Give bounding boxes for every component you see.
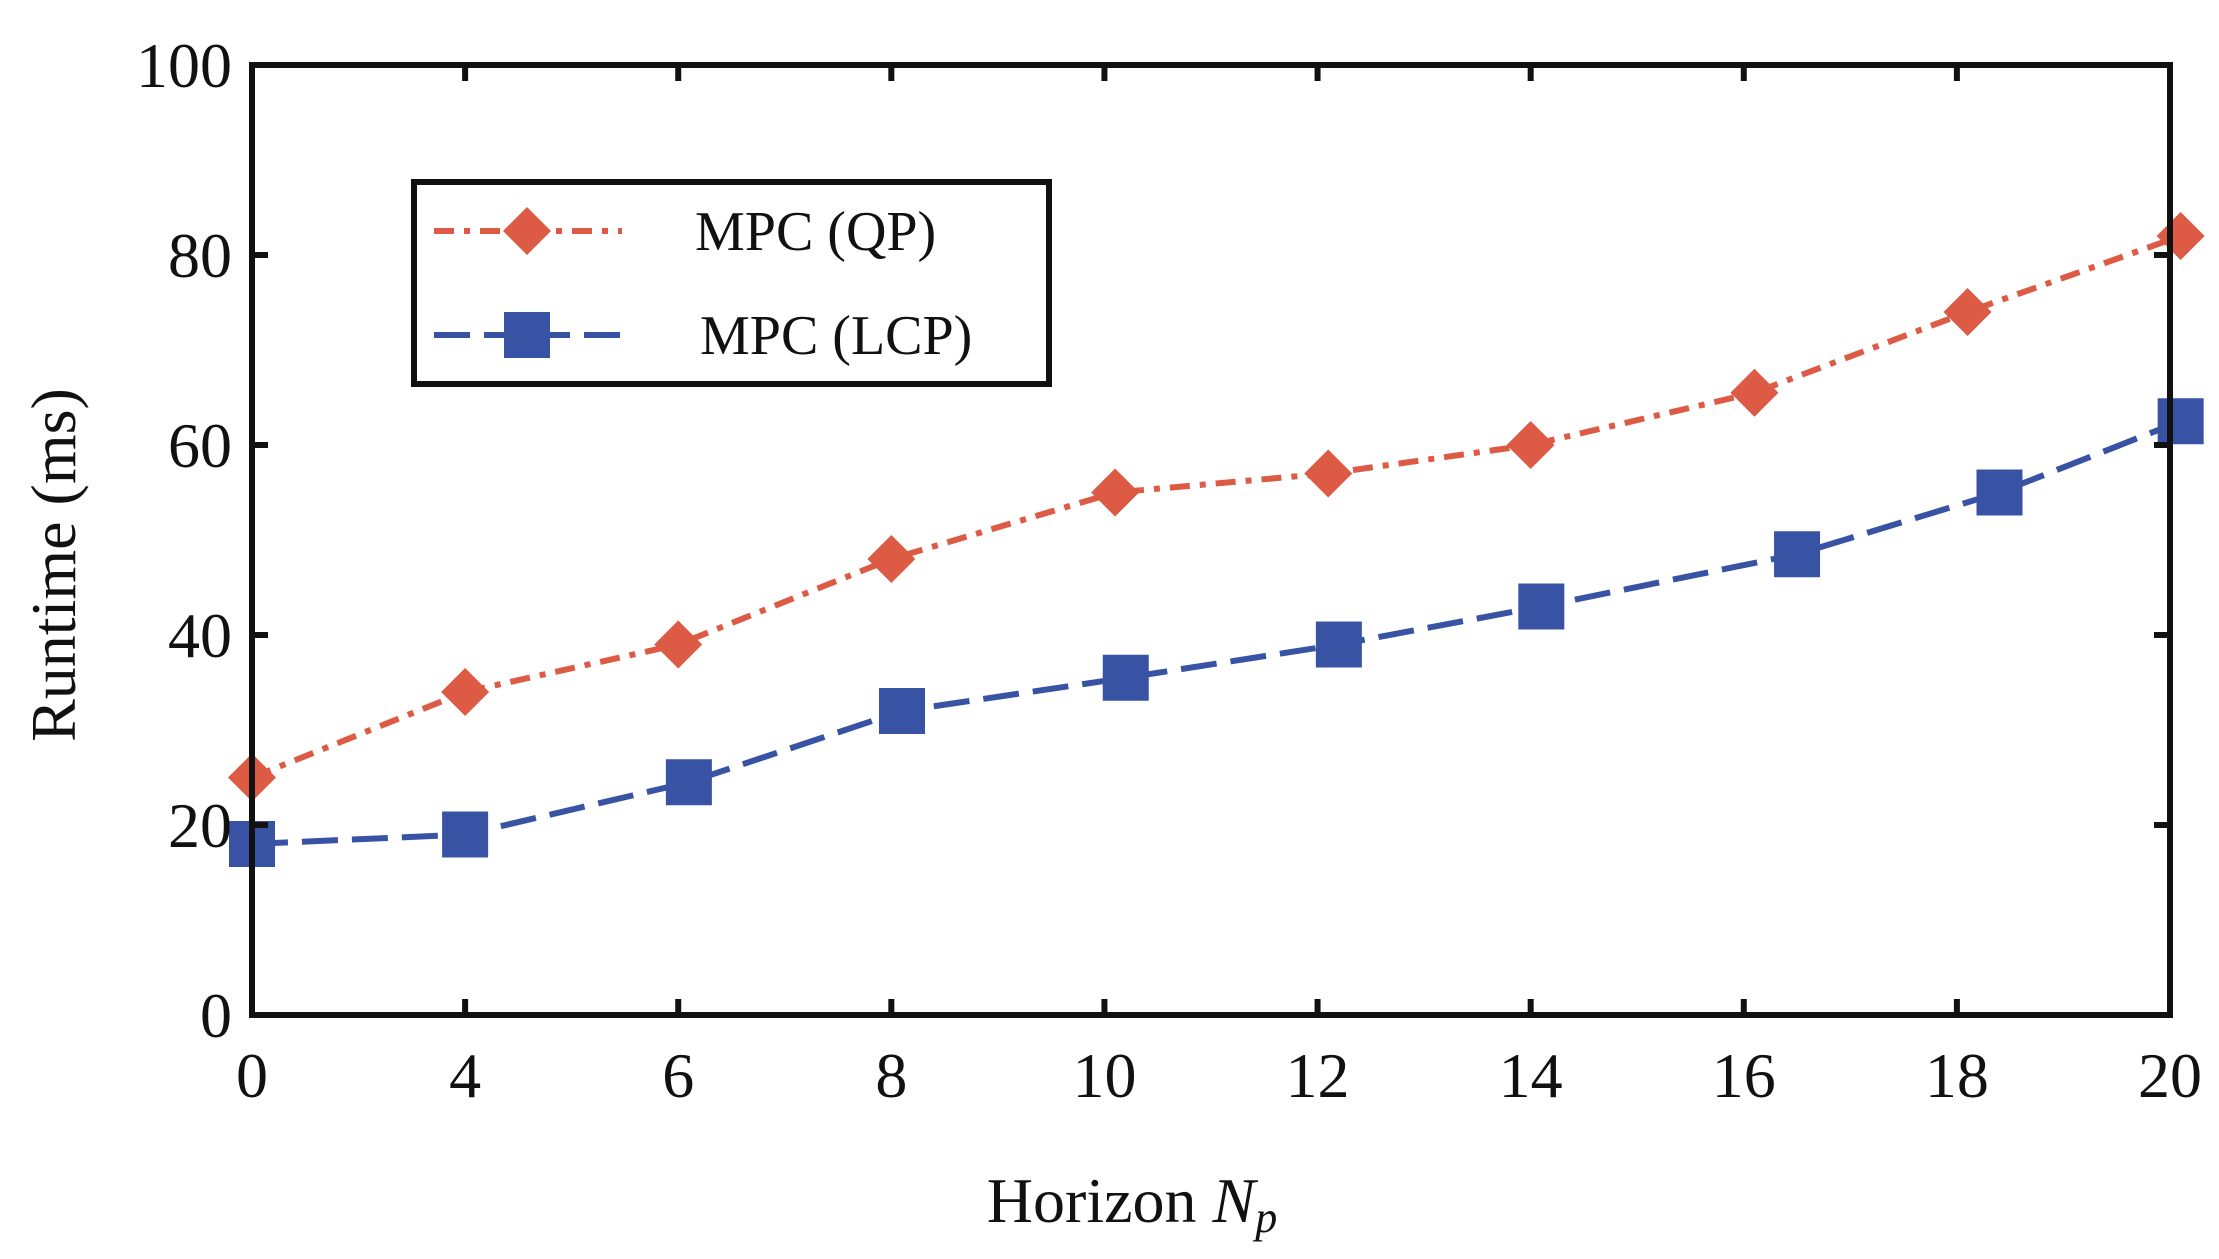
x-tick-label: 6 [662,1040,694,1111]
qp-point [1943,288,1992,336]
lcp-point [1976,469,2023,516]
y-tick-label: 20 [168,790,232,861]
x-tick-label: 16 [1712,1040,1776,1111]
y-tick-label: 100 [136,30,232,101]
lcp-point [442,811,489,858]
lcp-point [1518,583,1565,630]
y-axis-label: Runtime (ms) [18,388,89,742]
x-tick-label: 18 [1925,1040,1989,1111]
x-tick-label: 14 [1499,1040,1563,1111]
series-layer [228,212,2205,867]
axis-ticks: 0 4 6 8 10 12 14 16 18 20 0 20 40 60 80 100 [136,30,2202,1111]
legend-label-lcp: MPC (LCP) [700,305,972,367]
x-tick-label: 20 [2138,1040,2202,1111]
y-tick-label: 0 [200,980,232,1051]
y-tick-label: 80 [168,220,232,291]
lcp-point [878,688,925,734]
lcp-point [2157,398,2204,445]
x-tick-label: 8 [875,1040,907,1111]
legend-marker-lcp [504,312,550,358]
legend-marker-qp [503,207,551,255]
series-line-qp [250,233,2182,781]
legend-label-qp: MPC (QP) [695,201,936,263]
x-axis-label-main: Horizon [987,1165,1213,1236]
x-axis-label-sub: p [1252,1193,1277,1242]
series-line-lcp [251,418,2182,847]
lcp-point [665,759,712,806]
x-tick-label: 10 [1072,1040,1136,1111]
y-tick-label: 40 [168,600,232,671]
x-axis-label-var: N [1212,1165,1259,1236]
qp-point [867,535,916,583]
lcp-point [1102,654,1149,701]
qp-point [1091,468,1140,517]
qp-point [1304,449,1353,498]
y-tick-label: 60 [168,410,232,481]
plot-frame [249,62,2173,1018]
x-tick-label: 0 [236,1040,268,1111]
x-axis-label: Horizon Np [987,1165,1277,1242]
legend: MPC (QP) MPC (LCP) [411,179,1052,387]
qp-point [441,668,490,716]
qp-point [1506,421,1555,469]
x-tick-label: 12 [1286,1040,1350,1111]
lcp-point [1315,621,1362,668]
qp-point [1730,368,1779,417]
qp-point [654,620,703,669]
lcp-point [1774,531,1821,578]
x-tick-label: 4 [449,1040,481,1111]
